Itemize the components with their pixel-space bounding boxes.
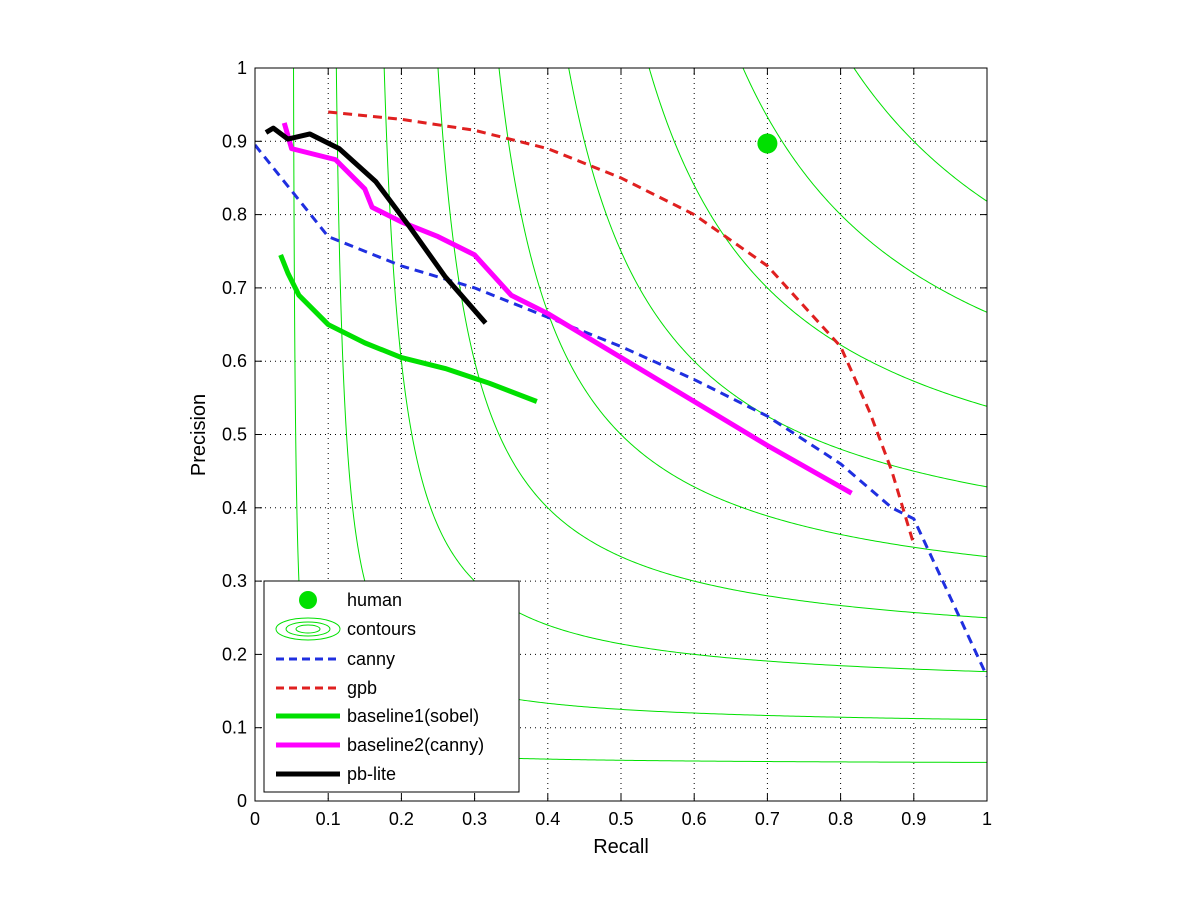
y-axis-label: Precision bbox=[188, 394, 210, 476]
ticks bbox=[254, 67, 988, 802]
f-contour-line bbox=[568, 68, 987, 488]
y-tick-label: 0 bbox=[237, 791, 247, 811]
legend-label-canny: canny bbox=[347, 649, 395, 669]
x-tick-label: 0.5 bbox=[608, 809, 633, 829]
legend-contours-icon bbox=[275, 617, 341, 641]
legend-label-human: human bbox=[347, 590, 402, 610]
legend-human-marker bbox=[299, 591, 317, 609]
y-tick-label: 0.7 bbox=[222, 278, 247, 298]
y-tick-label: 0.9 bbox=[222, 131, 247, 151]
f-contour-line bbox=[383, 68, 987, 673]
legend-label-baseline2: baseline2(canny) bbox=[347, 735, 484, 755]
x-tick-label: 0.1 bbox=[316, 809, 341, 829]
x-tick-label: 0.9 bbox=[901, 809, 926, 829]
legend-label-pblite: pb-lite bbox=[347, 764, 396, 784]
y-tick-label: 0.1 bbox=[222, 718, 247, 738]
f-contour-line bbox=[648, 68, 987, 407]
x-tick-label: 0.7 bbox=[755, 809, 780, 829]
f-contour-line bbox=[742, 68, 987, 313]
x-tick-label: 0.8 bbox=[828, 809, 853, 829]
series-line-gpb bbox=[328, 110, 916, 545]
human-point bbox=[757, 133, 778, 154]
series-layer bbox=[255, 110, 987, 678]
series-line-pb-lite bbox=[264, 125, 488, 325]
f-contour-line bbox=[498, 68, 987, 558]
legend-label-baseline1: baseline1(sobel) bbox=[347, 706, 479, 726]
series-line-canny bbox=[255, 144, 987, 678]
x-tick-label: 0.4 bbox=[535, 809, 560, 829]
y-tick-label: 0.6 bbox=[222, 351, 247, 371]
x-tick-label: 0.3 bbox=[462, 809, 487, 829]
x-tick-label: 0.6 bbox=[682, 809, 707, 829]
y-tick-label: 0.4 bbox=[222, 498, 247, 518]
y-tick-label: 0.2 bbox=[222, 644, 247, 664]
y-tick-label: 0.5 bbox=[222, 425, 247, 445]
legend: human contours canny gpb baseline1(sobel… bbox=[263, 580, 520, 793]
y-tick-label: 0.8 bbox=[222, 205, 247, 225]
human-layer bbox=[757, 133, 778, 154]
y-tick-label: 0.3 bbox=[222, 571, 247, 591]
series-line-baseline1-sobel- bbox=[278, 253, 538, 404]
y-tick-label: 1 bbox=[237, 58, 247, 78]
x-tick-label: 0.2 bbox=[389, 809, 414, 829]
x-tick-label: 0 bbox=[250, 809, 260, 829]
legend-label-contours: contours bbox=[347, 619, 416, 639]
x-tick-label: 1 bbox=[982, 809, 992, 829]
f-contour-line bbox=[437, 68, 987, 619]
legend-label-gpb: gpb bbox=[347, 678, 377, 698]
series-line-baseline2-canny- bbox=[281, 122, 853, 496]
tick-labels: 0 0.1 0.2 0.3 0.4 0.5 0.6 0.7 0.8 0.9 1 0 0.1 0.2 0.3 0… bbox=[222, 58, 992, 829]
f-contour-line bbox=[853, 68, 987, 202]
x-axis-label: Recall bbox=[593, 836, 649, 858]
